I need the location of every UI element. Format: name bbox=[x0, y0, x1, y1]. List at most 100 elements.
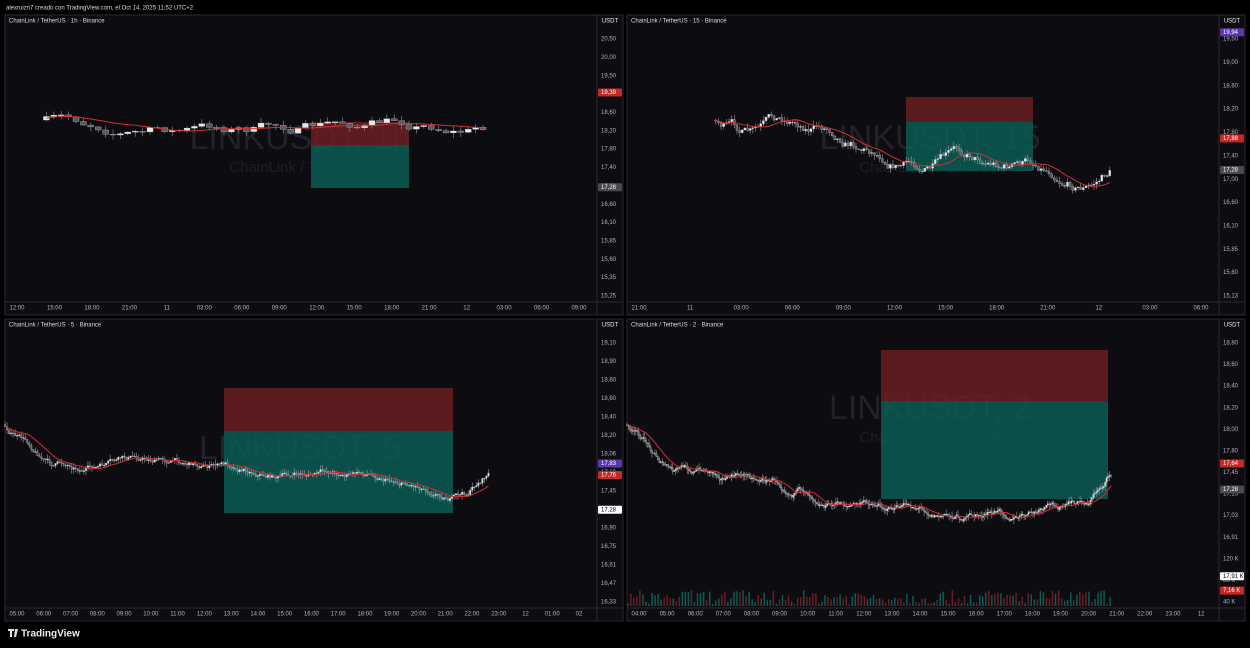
candle-body bbox=[977, 514, 980, 517]
price-label: 17,80 bbox=[1223, 448, 1239, 454]
volume-bar bbox=[766, 600, 769, 606]
volume-bar bbox=[1072, 599, 1075, 606]
candle-body bbox=[147, 459, 150, 461]
candle-body bbox=[645, 440, 647, 444]
candle-body bbox=[845, 505, 847, 508]
candle-body bbox=[891, 164, 895, 168]
candle-body bbox=[1013, 162, 1016, 164]
candle-body bbox=[761, 478, 764, 481]
price-tag-text: 17,28 bbox=[601, 185, 617, 191]
volume-bar bbox=[945, 599, 948, 606]
candle-body bbox=[776, 480, 778, 483]
price-label: 17,45 bbox=[601, 489, 617, 495]
price-label: 17,80 bbox=[601, 147, 617, 153]
price-label: 16,60 bbox=[601, 202, 617, 208]
candle-body bbox=[1039, 168, 1043, 171]
volume-bar bbox=[930, 602, 932, 606]
candle-body bbox=[412, 484, 415, 487]
price-label: 16,10 bbox=[1223, 223, 1239, 229]
candle-body bbox=[485, 475, 488, 479]
candle-body bbox=[921, 507, 924, 510]
candle-body bbox=[780, 487, 783, 490]
candle-body bbox=[1046, 503, 1049, 506]
volume-bar bbox=[636, 596, 638, 606]
logo-text: TradingView bbox=[21, 629, 80, 640]
candle-body bbox=[405, 124, 413, 130]
candle-body bbox=[32, 449, 35, 452]
candle-body bbox=[730, 119, 733, 122]
panel-title: ChainLink / TetherUS · 15 · Binance bbox=[631, 19, 727, 25]
candle-body bbox=[927, 514, 930, 516]
candle-body bbox=[1030, 511, 1033, 514]
volume-bar bbox=[875, 598, 878, 606]
volume-bar bbox=[1063, 600, 1066, 606]
candle-body bbox=[839, 502, 842, 504]
volume-bar bbox=[1030, 594, 1033, 606]
time-label: 06:00 bbox=[688, 612, 704, 618]
candle-body bbox=[721, 478, 724, 480]
price-tag bbox=[1220, 572, 1244, 581]
volume-bar bbox=[678, 597, 681, 606]
candle-body bbox=[188, 462, 190, 466]
candle-body bbox=[80, 470, 83, 472]
candle-body bbox=[400, 482, 403, 486]
candle-body bbox=[294, 128, 302, 134]
volume-bar bbox=[897, 598, 899, 606]
volume-bar bbox=[793, 603, 796, 606]
candle-body bbox=[107, 460, 110, 464]
candle-body bbox=[1002, 164, 1006, 169]
candle-body bbox=[665, 464, 668, 466]
candle-body bbox=[899, 506, 902, 508]
volume-bar bbox=[991, 595, 993, 606]
time-label: 04:00 bbox=[631, 612, 647, 618]
volume-bar bbox=[724, 591, 726, 606]
candle-body bbox=[844, 142, 847, 147]
volume-bar bbox=[1048, 598, 1051, 606]
volume-bar bbox=[775, 603, 778, 606]
candle-body bbox=[898, 506, 900, 508]
candle-body bbox=[798, 487, 800, 489]
volume-bar bbox=[988, 590, 990, 606]
candle-body bbox=[992, 162, 995, 166]
time-label: 11:00 bbox=[170, 612, 185, 618]
stop-zone bbox=[311, 122, 409, 145]
candle-body bbox=[673, 470, 675, 472]
price-label: 17,03 bbox=[1223, 513, 1239, 519]
moving-average bbox=[715, 119, 1111, 187]
candle-body bbox=[965, 153, 969, 158]
candle-body bbox=[989, 511, 992, 513]
volume-bar bbox=[630, 593, 632, 606]
price-label: 18,60 bbox=[1223, 83, 1239, 89]
candle-body bbox=[1095, 181, 1098, 185]
candle-body bbox=[793, 121, 797, 124]
volume-bar bbox=[842, 598, 844, 606]
candle-body bbox=[801, 488, 803, 491]
candle-body bbox=[200, 466, 203, 469]
candle-body bbox=[741, 129, 744, 133]
candle-body bbox=[293, 472, 296, 476]
volume-bar bbox=[906, 593, 908, 606]
candle-body bbox=[167, 462, 170, 464]
candle-body bbox=[813, 498, 815, 502]
candle-body bbox=[64, 465, 67, 467]
time-label: 19:00 bbox=[384, 612, 400, 618]
candle-body bbox=[838, 138, 842, 143]
candle-body bbox=[1100, 174, 1104, 182]
time-label: 12:00 bbox=[197, 612, 213, 618]
volume-bar bbox=[978, 595, 981, 606]
candle-body bbox=[402, 482, 405, 484]
price-label: 18,80 bbox=[1223, 341, 1239, 347]
price-label: 18,20 bbox=[1223, 107, 1239, 113]
candle-body bbox=[838, 501, 840, 504]
candle-body bbox=[652, 452, 655, 454]
volume-bar bbox=[960, 602, 963, 606]
volume-bar bbox=[909, 602, 911, 606]
candle-body bbox=[663, 462, 665, 465]
candle-body bbox=[818, 504, 821, 506]
volume-bar bbox=[645, 601, 647, 606]
volume-bar bbox=[681, 591, 684, 606]
time-label: 09:00 bbox=[836, 306, 852, 312]
candle-body bbox=[354, 127, 361, 129]
candle-body bbox=[331, 121, 339, 123]
price-tag bbox=[1220, 28, 1244, 37]
